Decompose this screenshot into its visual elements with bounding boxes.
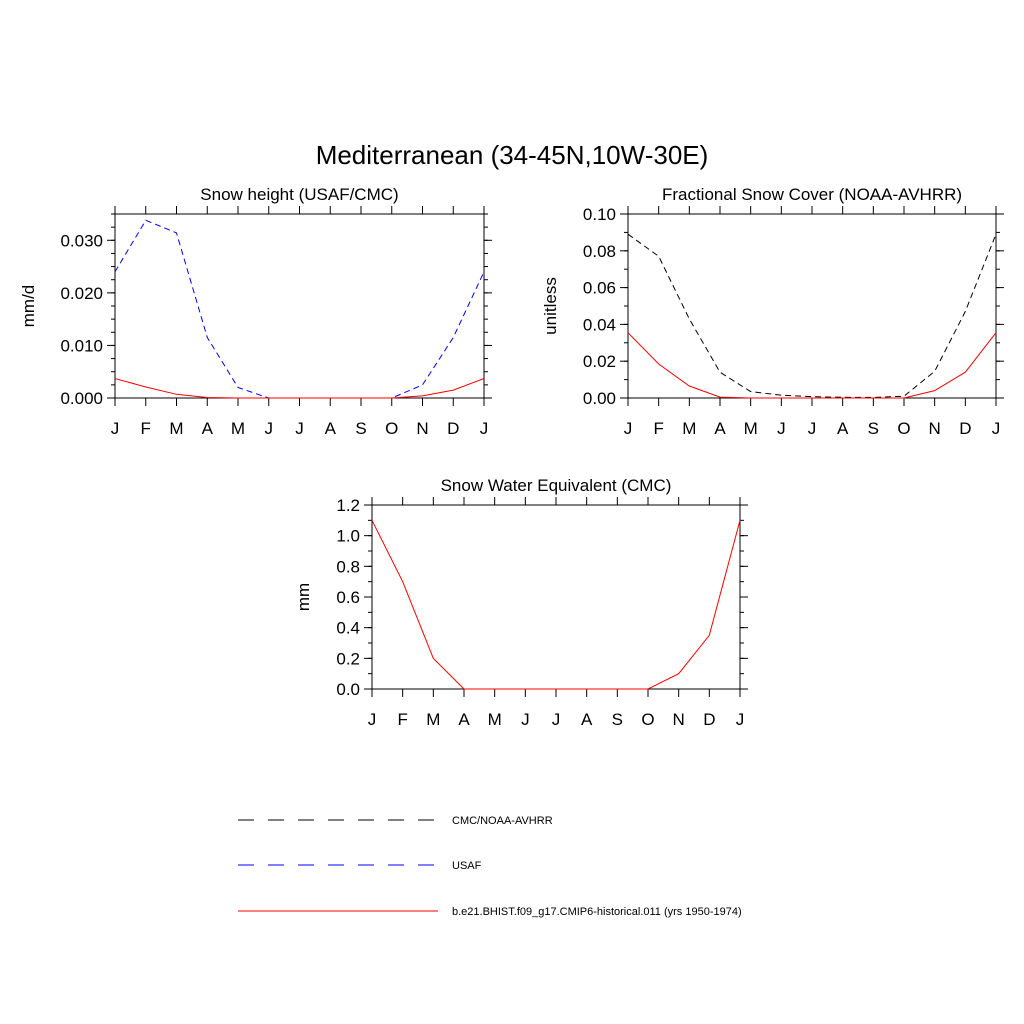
y-tick-label: 0.4 (336, 619, 360, 638)
x-tick-label: J (265, 419, 274, 438)
panel-title: Fractional Snow Cover (NOAA-AVHRR) (662, 185, 962, 204)
plot-frame (371, 504, 741, 690)
legend-label: USAF (452, 860, 482, 872)
x-tick-label: A (202, 419, 214, 438)
series-line (627, 332, 997, 399)
y-tick-label: 0.000 (60, 389, 103, 408)
y-tick-label: 0.020 (60, 284, 103, 303)
x-tick-label: N (416, 419, 428, 438)
plot-frame (114, 213, 485, 399)
x-tick-label: F (141, 419, 151, 438)
panel-title: Snow height (USAF/CMC) (200, 185, 398, 204)
x-tick-label: M (169, 419, 183, 438)
legend: CMC/NOAA-AVHRR USAF b.e21.BHIST.f09_g17.… (238, 815, 742, 918)
y-tick-label: 0.04 (583, 315, 616, 334)
x-tick-label: A (837, 419, 849, 438)
y-tick-label: 0.6 (336, 588, 360, 607)
y-axis-label: mm/d (19, 285, 38, 328)
x-tick-label: J (808, 419, 817, 438)
x-tick-label: N (929, 419, 941, 438)
x-tick-label: M (488, 710, 502, 729)
y-tick-label: 0.02 (583, 352, 616, 371)
y-tick-label: 0.010 (60, 336, 103, 355)
legend-item-model: b.e21.BHIST.f09_g17.CMIP6-historical.011… (238, 906, 742, 918)
series-line (371, 520, 741, 690)
x-tick-label: M (231, 419, 245, 438)
y-tick-label: 0.8 (336, 557, 360, 576)
x-tick-label: M (682, 419, 696, 438)
x-tick-label: J (368, 710, 377, 729)
x-tick-label: M (426, 710, 440, 729)
x-tick-label: S (868, 419, 879, 438)
y-tick-label: 0.06 (583, 279, 616, 298)
legend-label: b.e21.BHIST.f09_g17.CMIP6-historical.011… (452, 906, 742, 918)
x-tick-label: J (480, 419, 489, 438)
x-tick-label: J (736, 710, 745, 729)
y-tick-label: 0.2 (336, 649, 360, 668)
x-tick-label: O (897, 419, 910, 438)
x-tick-label: A (458, 710, 470, 729)
x-tick-label: J (111, 419, 120, 438)
y-tick-label: 1.0 (336, 527, 360, 546)
y-tick-label: 0.0 (336, 680, 360, 699)
figure-title: Mediterranean (34-45N,10W-30E) (316, 140, 709, 170)
x-tick-label: S (355, 419, 366, 438)
y-axis-label: mm (294, 583, 313, 611)
y-tick-label: 0.10 (583, 205, 616, 224)
x-tick-label: F (397, 710, 407, 729)
x-tick-label: J (552, 710, 561, 729)
y-tick-label: 0.00 (583, 389, 616, 408)
y-tick-label: 1.2 (336, 496, 360, 515)
legend-item-cmc: CMC/NOAA-AVHRR (238, 815, 553, 827)
x-tick-label: S (612, 710, 623, 729)
x-tick-label: D (447, 419, 459, 438)
x-tick-label: O (385, 419, 398, 438)
x-tick-label: D (959, 419, 971, 438)
y-axis-label: unitless (541, 277, 560, 335)
y-tick-label: 0.030 (60, 231, 103, 250)
series-line (627, 233, 997, 398)
series-line (114, 378, 485, 399)
x-tick-label: A (714, 419, 726, 438)
panel-snow-cover: Fractional Snow Cover (NOAA-AVHRR) unitl… (541, 185, 1004, 438)
x-tick-label: J (992, 419, 1001, 438)
x-tick-label: M (744, 419, 758, 438)
x-tick-label: J (624, 419, 633, 438)
x-tick-label: D (703, 710, 715, 729)
x-tick-label: J (295, 419, 304, 438)
legend-item-usaf: USAF (238, 860, 482, 872)
x-tick-label: J (521, 710, 530, 729)
x-tick-label: N (673, 710, 685, 729)
series-line (114, 219, 485, 399)
legend-label: CMC/NOAA-AVHRR (452, 815, 553, 827)
x-tick-label: J (777, 419, 786, 438)
panel-title: Snow Water Equivalent (CMC) (441, 476, 672, 495)
y-tick-label: 0.08 (583, 242, 616, 261)
x-tick-label: A (581, 710, 593, 729)
x-tick-label: O (641, 710, 654, 729)
x-tick-label: A (325, 419, 337, 438)
x-tick-label: F (653, 419, 663, 438)
